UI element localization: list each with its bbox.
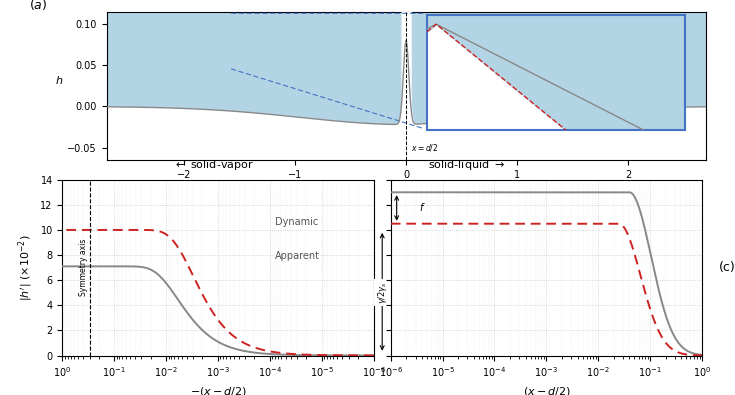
Text: Apparent: Apparent: [275, 251, 320, 261]
Text: $\gamma/2\gamma_s$: $\gamma/2\gamma_s$: [376, 281, 389, 304]
Text: Symmetry axis: Symmetry axis: [79, 239, 88, 296]
Text: $f$: $f$: [419, 201, 426, 213]
X-axis label: $x$: $x$: [401, 185, 411, 195]
Text: solid-liquid $\rightarrow$: solid-liquid $\rightarrow$: [429, 158, 505, 172]
Y-axis label: $h$: $h$: [54, 74, 63, 86]
X-axis label: $(x - d/2)$: $(x - d/2)$: [523, 385, 570, 395]
Text: Dynamic: Dynamic: [276, 217, 319, 227]
Y-axis label: $|h^\prime|\ (\times 10^{-2})$: $|h^\prime|\ (\times 10^{-2})$: [16, 234, 35, 301]
Text: $x = d/2$: $x = d/2$: [411, 141, 438, 152]
Text: $\leftarrow$ solid-vapor: $\leftarrow$ solid-vapor: [173, 158, 254, 172]
X-axis label: $-(x - d/2)$: $-(x - d/2)$: [190, 385, 246, 395]
Text: (c): (c): [718, 261, 735, 274]
Text: $(a)$: $(a)$: [29, 0, 47, 12]
